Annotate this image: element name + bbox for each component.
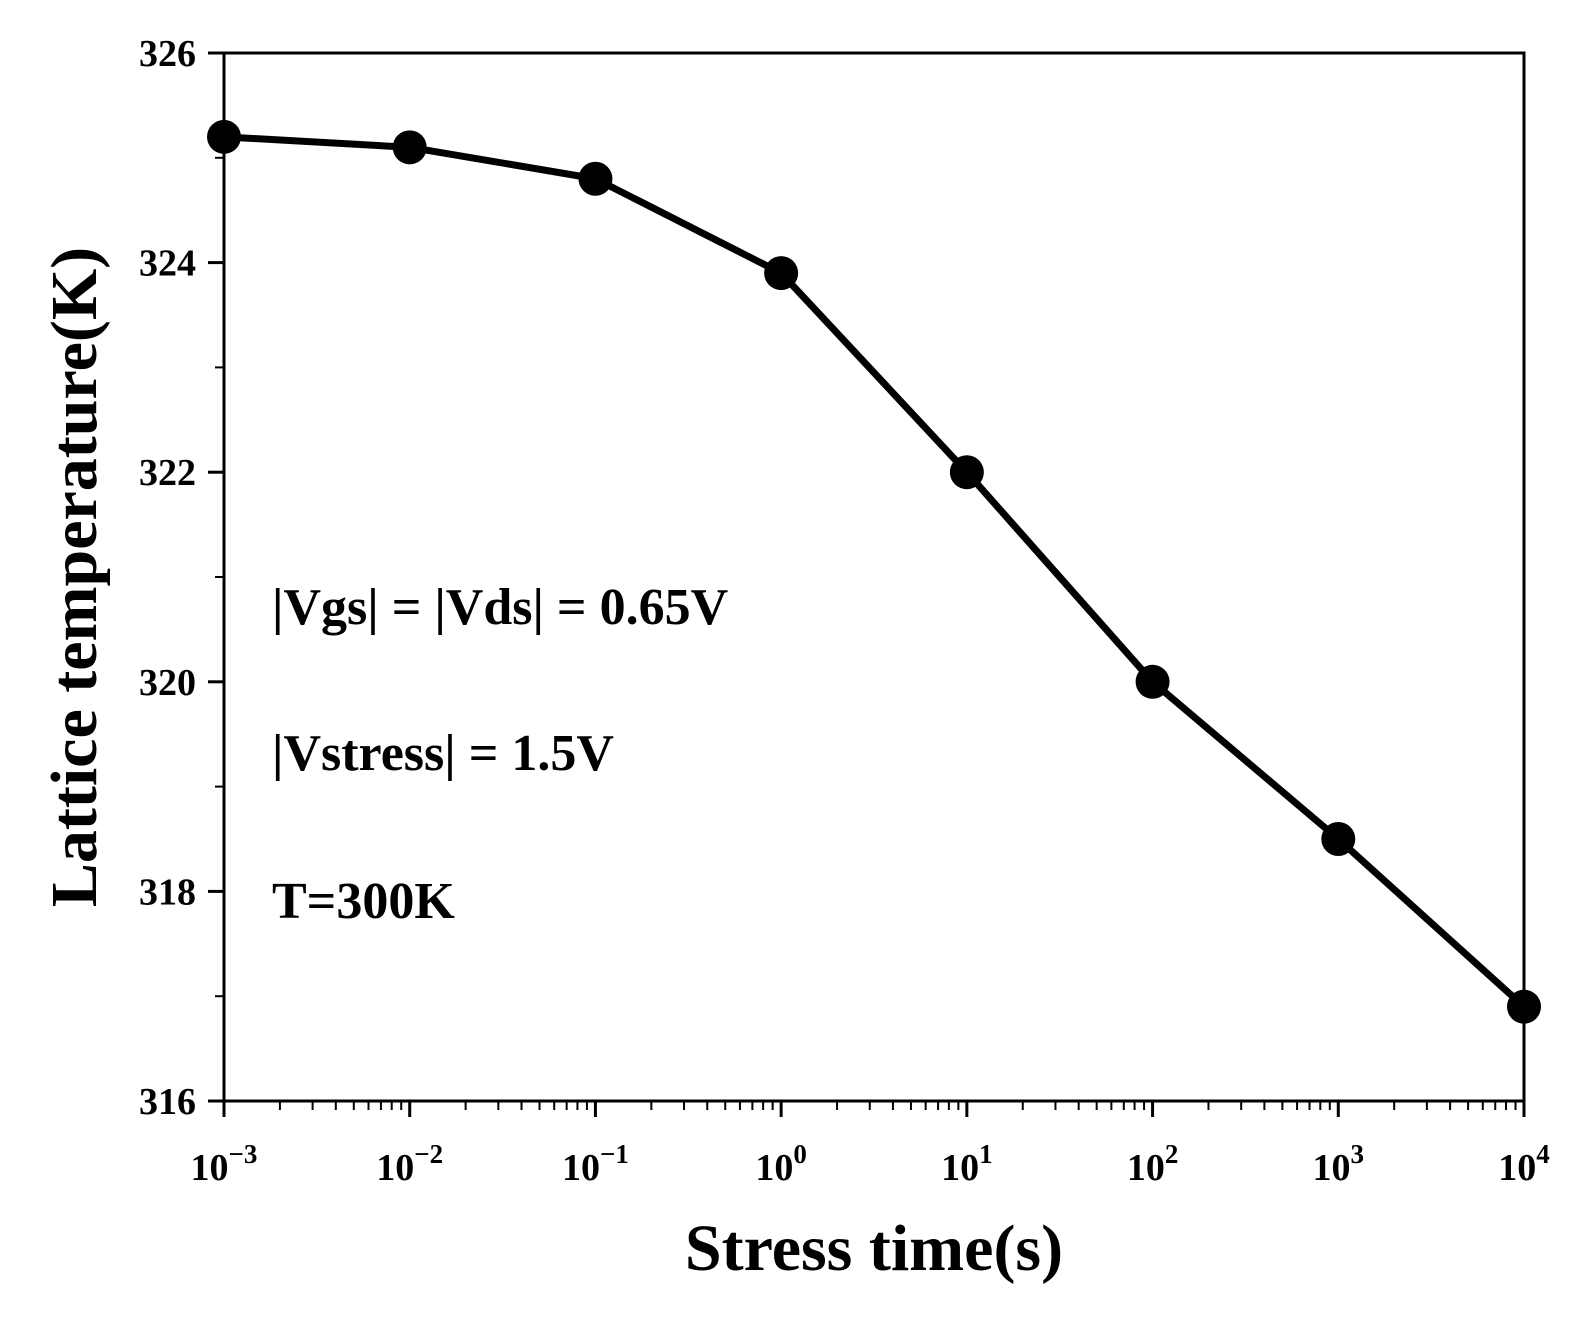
plot-frame [222,51,1526,1103]
y-tick-label: 316 [139,1081,196,1123]
y-axis-title: Lattice temperature(K) [38,247,111,907]
x-tick-label: 104 [1498,1139,1550,1189]
data-point [1507,989,1541,1024]
data-point [1321,822,1356,856]
y-tick-labels: 316 318 320 322 324 326 [139,33,196,1123]
data-point [764,256,799,291]
data-point [578,161,613,196]
data-markers [207,119,1541,1024]
x-tick-label: 10−1 [562,1139,629,1189]
data-point [207,119,241,154]
x-tick-label: 102 [1127,1139,1179,1189]
data-point [1135,664,1170,699]
y-tick-label: 318 [139,871,196,913]
x-tick-label: 10−3 [191,1139,258,1189]
annotation-temperature: T=300K [272,873,455,930]
y-tick-label: 322 [139,452,196,494]
x-tick-labels: 10−3 10−2 10−1 100 101 102 103 104 [191,1139,1550,1189]
data-point [949,455,984,490]
y-tick-label: 320 [139,662,196,704]
series-line [223,133,1527,1010]
x-tick-label: 103 [1313,1139,1365,1189]
annotation-voltage: |Vgs| = |Vds| = 0.65V [272,579,728,636]
y-tick-label: 326 [139,33,196,75]
x-tick-label: 10−2 [376,1139,443,1189]
data-point [392,130,427,165]
major-ticks [208,51,1526,1117]
x-axis-title: Stress time(s) [685,1212,1063,1285]
x-tick-label: 100 [755,1139,807,1189]
y-tick-label: 324 [139,243,196,285]
x-tick-label: 101 [941,1139,993,1189]
annotation-stress: |Vstress| = 1.5V [272,725,614,782]
